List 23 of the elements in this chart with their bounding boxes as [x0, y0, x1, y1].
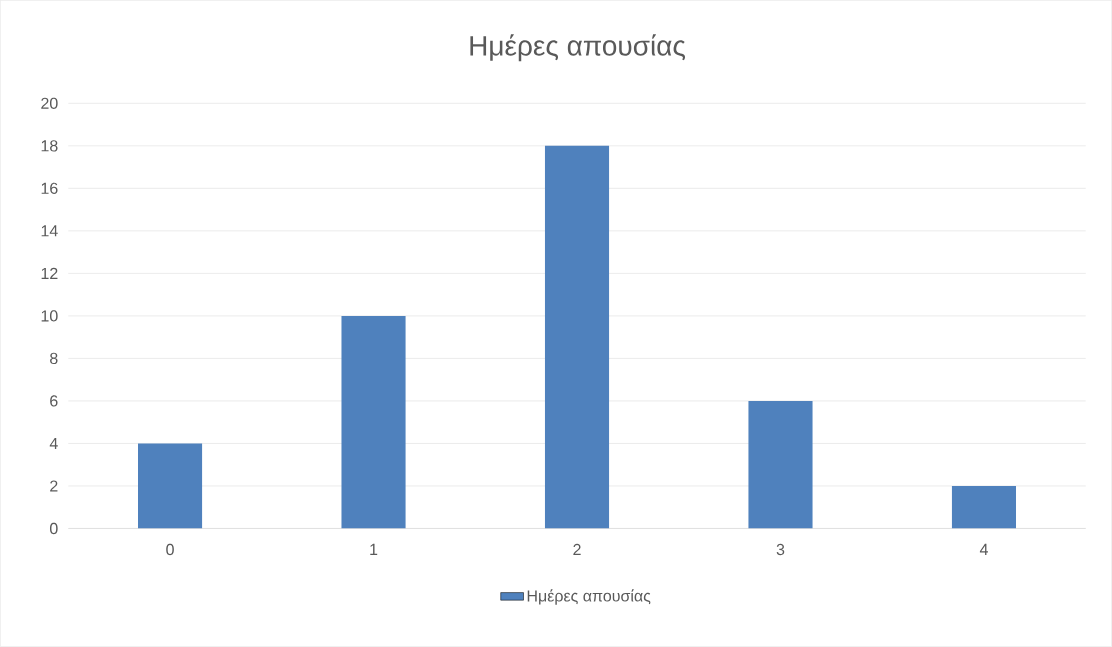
bar [544, 145, 610, 529]
x-tick-label: 0 [166, 543, 174, 556]
x-tick-label: 3 [776, 543, 785, 556]
y-tick-label: 14 [41, 225, 58, 237]
y-tick-label: 12 [41, 267, 58, 280]
y-tick-label: 18 [41, 140, 58, 152]
y-tick-label: 0 [49, 522, 58, 535]
legend-label: Ημέρες απουσίας [527, 589, 651, 605]
bar [341, 315, 406, 529]
x-tick-label: 4 [979, 543, 988, 555]
y-tick-label: 10 [41, 310, 58, 322]
y-tick-label: 4 [49, 438, 58, 450]
bar [951, 486, 1017, 529]
chart-title: Ημέρες απουσίας [470, 34, 686, 62]
bar [137, 443, 203, 529]
y-tick-label: 20 [41, 97, 58, 110]
y-tick-label: 6 [50, 395, 58, 407]
y-tick-label: 8 [50, 352, 58, 365]
y-tick-label: 16 [41, 182, 58, 195]
y-tick-label: 2 [50, 480, 58, 492]
x-tick-label: 2 [573, 543, 581, 556]
x-tick-label: 1 [370, 543, 378, 555]
bar [748, 401, 813, 529]
